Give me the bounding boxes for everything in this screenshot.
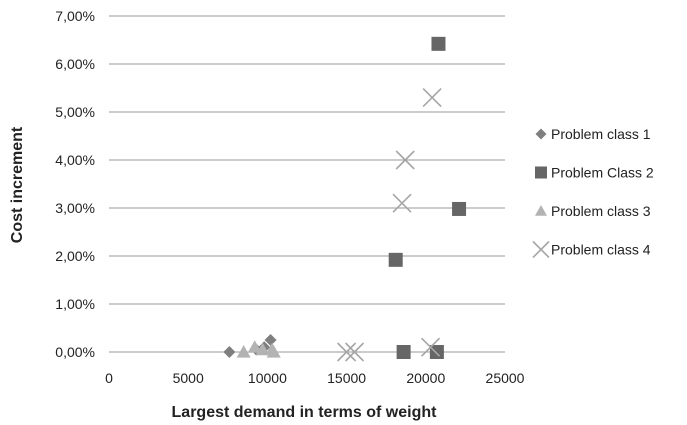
data-point — [264, 334, 277, 346]
y-axis-ticks: 0,00% 1,00% 2,00% 3,00% 4,00% 5,00% 6,00% 7,00% — [55, 8, 95, 360]
legend-marker — [532, 240, 550, 259]
data-point — [388, 252, 403, 267]
data-point — [223, 346, 236, 358]
y-tick-label: 3,00% — [55, 200, 95, 216]
y-tick-label: 4,00% — [55, 152, 95, 168]
y-axis-title: Cost increment — [9, 126, 26, 243]
data-point — [392, 193, 412, 213]
data-point — [422, 88, 442, 108]
legend-label: Problem Class 2 — [551, 165, 654, 181]
data-point — [255, 342, 270, 356]
data-point — [429, 345, 444, 359]
legend-label: Problem class 1 — [551, 126, 651, 142]
x-tick-label: 15000 — [327, 370, 366, 386]
data-point — [395, 150, 415, 170]
x-axis-title: Largest demand in terms of weight — [172, 404, 438, 421]
y-tick-label: 0,00% — [55, 344, 95, 360]
data-point — [266, 345, 281, 358]
legend-item: Problem class 1 — [535, 126, 651, 142]
data-point — [452, 201, 467, 216]
x-tick-label: 10000 — [248, 370, 287, 386]
data-point — [344, 342, 365, 362]
legend-marker — [535, 128, 547, 140]
data-point — [396, 345, 411, 359]
data-point — [431, 36, 446, 51]
data-point — [420, 337, 441, 357]
legend-label: Problem class 4 — [551, 242, 651, 258]
y-tick-label: 1,00% — [55, 296, 95, 312]
x-tick-label: 20000 — [406, 370, 445, 386]
x-tick-label: 0 — [105, 370, 113, 386]
y-tick-label: 7,00% — [55, 8, 95, 24]
legend: Problem class 1 Problem Class 2 Problem cl… — [532, 126, 654, 259]
y-tick-label: 2,00% — [55, 248, 95, 264]
legend-item: Problem class 4 — [532, 240, 651, 259]
data-point — [337, 342, 357, 362]
legend-item: Problem class 3 — [535, 203, 651, 219]
grid-lines — [109, 15, 505, 353]
data-point — [247, 340, 262, 353]
x-tick-label: 5000 — [173, 370, 204, 386]
y-tick-label: 6,00% — [55, 56, 95, 72]
legend-label: Problem class 3 — [551, 203, 651, 219]
data-point — [236, 345, 251, 358]
legend-marker — [535, 166, 547, 179]
y-tick-label: 5,00% — [55, 104, 95, 120]
legend-marker — [535, 205, 547, 216]
data-points — [223, 36, 467, 362]
legend-item: Problem Class 2 — [535, 165, 654, 181]
x-tick-label: 25000 — [486, 370, 525, 386]
x-axis-ticks: 0 5000 10000 15000 20000 25000 — [105, 370, 525, 386]
